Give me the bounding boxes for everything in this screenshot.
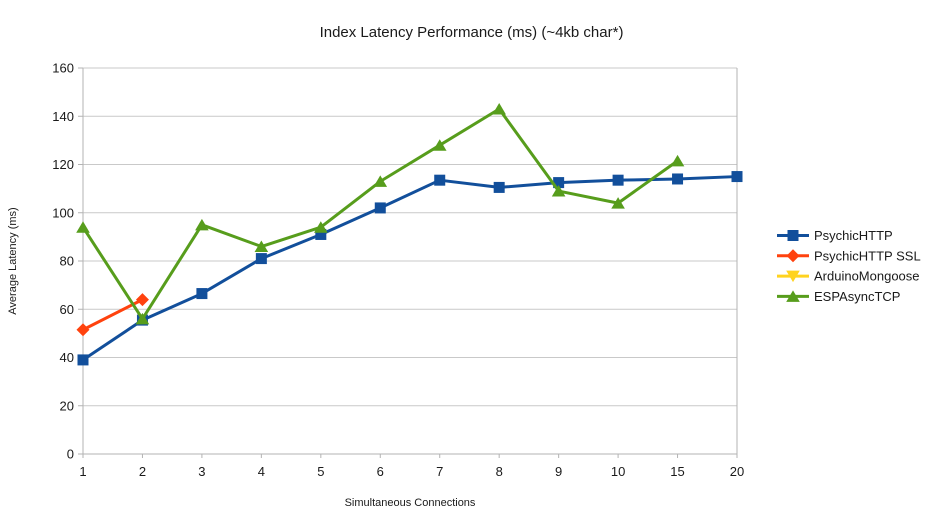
marker-espasynctcp-5: [314, 221, 328, 233]
marker-psychichttp-6: [374, 202, 386, 214]
y-tick-label-120: 120: [52, 157, 74, 172]
x-tick-label-20: 20: [730, 464, 744, 479]
marker-espasynctcp-1: [76, 221, 90, 233]
y-tick-label-20: 20: [60, 398, 74, 413]
legend-marker-psychichttp: [787, 230, 799, 241]
series-line-psychichttp: [81, 175, 739, 362]
legend: PsychicHTTP PsychicHTTP SSL ArduinoMongoos…: [777, 228, 921, 304]
marker-psychichttp-4: [255, 253, 267, 265]
tick-labels: 0 20 40 60 80 100 120 140 160 1 2 3 4 5 6 7 8 9 10 15 20: [52, 61, 744, 480]
y-tick-label-140: 140: [52, 109, 74, 124]
marker-psychichttp-1: [77, 354, 89, 366]
legend-marker-arduinomongoose: [786, 270, 800, 283]
x-tick-label-6: 6: [377, 464, 384, 479]
legend-item-psychichttp: PsychicHTTP: [777, 228, 893, 243]
marker-psychichttp-20: [731, 171, 743, 183]
x-tick-label-3: 3: [198, 464, 205, 479]
marker-espasynctcp-3: [195, 218, 209, 231]
marker-psychichttp-ssl-1: [76, 323, 90, 337]
legend-item-psychichttp-ssl: PsychicHTTP SSL: [777, 248, 921, 263]
marker-espasynctcp-7: [432, 139, 447, 151]
x-tick-label-2: 2: [139, 464, 146, 479]
y-tick-label-60: 60: [60, 302, 74, 317]
marker-psychichttp-3: [196, 288, 208, 300]
y-tick-label-80: 80: [60, 254, 74, 269]
marker-psychichttp-ssl-2: [135, 293, 149, 307]
y-tick-label-100: 100: [52, 205, 74, 220]
marker-psychichttp-8: [493, 181, 505, 193]
marker-espasynctcp-6: [373, 175, 388, 187]
legend-marker-psychichttp-ssl: [786, 249, 800, 263]
x-tick-label-8: 8: [496, 464, 503, 479]
x-axis-title: Simultaneous Connections: [344, 497, 476, 509]
series-psychichttp: [77, 171, 743, 366]
marker-espasynctcp-9: [551, 185, 566, 197]
x-tick-label-7: 7: [436, 464, 443, 479]
y-tick-label-40: 40: [60, 350, 74, 365]
legend-label-arduinomongoose: ArduinoMongoose: [814, 269, 920, 284]
marker-espasynctcp-2: [135, 312, 150, 325]
legend-label-psychichttp-ssl: PsychicHTTP SSL: [814, 248, 921, 263]
legend-label-psychichttp: PsychicHTTP: [814, 228, 893, 243]
chart-title: Index Latency Performance (ms) (~4kb cha…: [319, 24, 624, 41]
x-tick-label-1: 1: [79, 464, 86, 479]
gridlines: [83, 67, 738, 454]
axes: [78, 67, 738, 458]
legend-item-espasynctcp: ESPAsyncTCP: [777, 289, 900, 304]
x-tick-label-10: 10: [611, 464, 625, 479]
y-tick-label-160: 160: [52, 61, 74, 76]
marker-psychichttp-7: [434, 174, 446, 186]
marker-psychichttp-5: [315, 228, 327, 240]
legend-marker-espasynctcp: [786, 290, 800, 302]
x-tick-label-4: 4: [258, 464, 265, 479]
marker-espasynctcp-10: [611, 197, 625, 209]
x-tick-label-9: 9: [555, 464, 562, 479]
marker-psychichttp-15: [672, 173, 684, 185]
x-tick-label-15: 15: [670, 464, 684, 479]
marker-espasynctcp-15: [670, 154, 685, 167]
x-tick-label-5: 5: [317, 464, 324, 479]
marker-psychichttp-9: [553, 177, 565, 189]
legend-item-arduinomongoose: ArduinoMongoose: [777, 269, 920, 284]
series-line-espasynctcp: [81, 107, 680, 321]
legend-label-espasynctcp: ESPAsyncTCP: [814, 289, 900, 304]
series-espasynctcp: [76, 103, 685, 325]
marker-espasynctcp-4: [254, 240, 269, 253]
y-tick-label-0: 0: [67, 447, 74, 462]
marker-psychichttp-10: [612, 174, 624, 186]
marker-espasynctcp-8: [492, 103, 506, 115]
